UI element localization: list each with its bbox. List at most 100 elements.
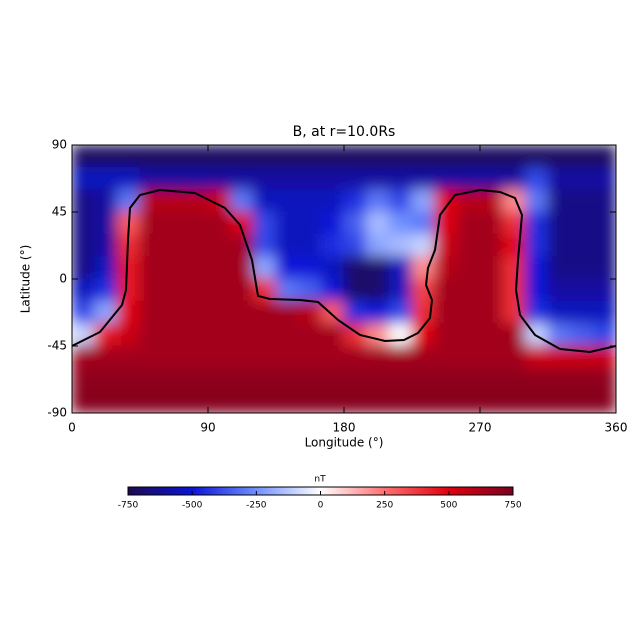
heat-cell bbox=[207, 211, 232, 235]
heat-cell bbox=[320, 211, 345, 235]
heat-cell bbox=[479, 145, 504, 168]
heat-cell bbox=[366, 278, 390, 302]
heat-cell bbox=[456, 278, 481, 302]
heat-cell bbox=[298, 300, 322, 325]
heat-cell bbox=[298, 211, 322, 235]
heat-cell bbox=[320, 323, 345, 347]
heat-cell bbox=[411, 189, 436, 213]
heat-cell bbox=[207, 300, 232, 325]
x-tick-label: 270 bbox=[469, 421, 492, 435]
heat-cell bbox=[94, 300, 118, 325]
heat-cell bbox=[298, 189, 322, 213]
heat-cell bbox=[116, 166, 141, 191]
heat-cell bbox=[502, 233, 526, 258]
heat-cell bbox=[320, 145, 345, 168]
heat-cell bbox=[252, 166, 277, 191]
heat-cell bbox=[275, 166, 300, 191]
heat-cell bbox=[252, 323, 277, 347]
heat-cell bbox=[94, 233, 118, 258]
heat-cell bbox=[570, 145, 594, 168]
x-tick-label: 90 bbox=[200, 421, 215, 435]
heat-cell bbox=[184, 189, 209, 213]
heat-cell bbox=[139, 367, 164, 392]
heat-cell bbox=[275, 256, 300, 280]
heat-cell bbox=[388, 211, 413, 235]
heat-cell bbox=[479, 278, 504, 302]
heat-cell bbox=[366, 233, 390, 258]
heat-cell bbox=[524, 300, 549, 325]
colorbar-tick-label: 750 bbox=[504, 501, 521, 511]
heat-cell bbox=[524, 367, 549, 392]
heat-cell bbox=[72, 390, 96, 413]
heat-cell bbox=[72, 145, 96, 168]
chart-title: B, at r=10.0Rs bbox=[293, 124, 396, 140]
heat-cell bbox=[592, 166, 616, 191]
heat-cell bbox=[570, 233, 594, 258]
heat-cell bbox=[547, 367, 572, 392]
heat-cell bbox=[524, 145, 549, 168]
heat-cell bbox=[456, 233, 481, 258]
heat-cell bbox=[184, 390, 209, 413]
heat-cell bbox=[479, 323, 504, 347]
heat-cell bbox=[230, 323, 254, 347]
heat-cell bbox=[139, 390, 164, 413]
heat-cell bbox=[139, 189, 164, 213]
colorbar-tick-label: 500 bbox=[440, 501, 457, 511]
heat-cell bbox=[207, 233, 232, 258]
heat-cell bbox=[298, 345, 322, 369]
heat-cell bbox=[524, 278, 549, 302]
heat-cell bbox=[502, 278, 526, 302]
heat-cell bbox=[456, 367, 481, 392]
heat-cell bbox=[502, 323, 526, 347]
heat-cell bbox=[343, 233, 368, 258]
heat-cell bbox=[388, 166, 413, 191]
heat-cell bbox=[411, 145, 436, 168]
heat-cell bbox=[207, 278, 232, 302]
heat-cell bbox=[72, 211, 96, 235]
heat-cell bbox=[230, 390, 254, 413]
heat-cell bbox=[230, 256, 254, 280]
heat-cell bbox=[411, 166, 436, 191]
heat-cell bbox=[411, 233, 436, 258]
colorbar-tick-label: -500 bbox=[182, 501, 203, 511]
heat-cell bbox=[524, 345, 549, 369]
heat-cell bbox=[502, 345, 526, 369]
heat-cell bbox=[456, 256, 481, 280]
heat-cell bbox=[298, 166, 322, 191]
heat-cell bbox=[298, 145, 322, 168]
heat-cell bbox=[275, 189, 300, 213]
heat-cell bbox=[162, 278, 186, 302]
heat-cell bbox=[207, 166, 232, 191]
heat-cell bbox=[116, 189, 141, 213]
heat-cell bbox=[320, 189, 345, 213]
heat-cell bbox=[343, 166, 368, 191]
heat-cell bbox=[592, 323, 616, 347]
heat-cell bbox=[479, 390, 504, 413]
x-tick-label: 0 bbox=[68, 421, 76, 435]
heat-cell bbox=[298, 323, 322, 347]
heat-cell bbox=[72, 345, 96, 369]
heat-cell bbox=[502, 145, 526, 168]
heat-cell bbox=[207, 323, 232, 347]
heat-cell bbox=[320, 256, 345, 280]
heat-cell bbox=[162, 367, 186, 392]
heat-cell bbox=[72, 189, 96, 213]
heat-cell bbox=[320, 166, 345, 191]
heat-cell bbox=[524, 189, 549, 213]
heat-cell bbox=[230, 300, 254, 325]
heat-cell bbox=[547, 300, 572, 325]
heat-cell bbox=[139, 256, 164, 280]
heat-cell bbox=[230, 367, 254, 392]
heat-cell bbox=[411, 390, 436, 413]
heat-cell bbox=[502, 189, 526, 213]
heat-cell bbox=[252, 256, 277, 280]
heat-cell bbox=[547, 278, 572, 302]
y-tick-label: -90 bbox=[47, 406, 67, 420]
heat-cell bbox=[366, 300, 390, 325]
heat-cell bbox=[547, 211, 572, 235]
heat-cell bbox=[479, 256, 504, 280]
heat-cell bbox=[524, 233, 549, 258]
heat-cell bbox=[434, 345, 458, 369]
heat-cell bbox=[502, 256, 526, 280]
heat-cell bbox=[207, 367, 232, 392]
